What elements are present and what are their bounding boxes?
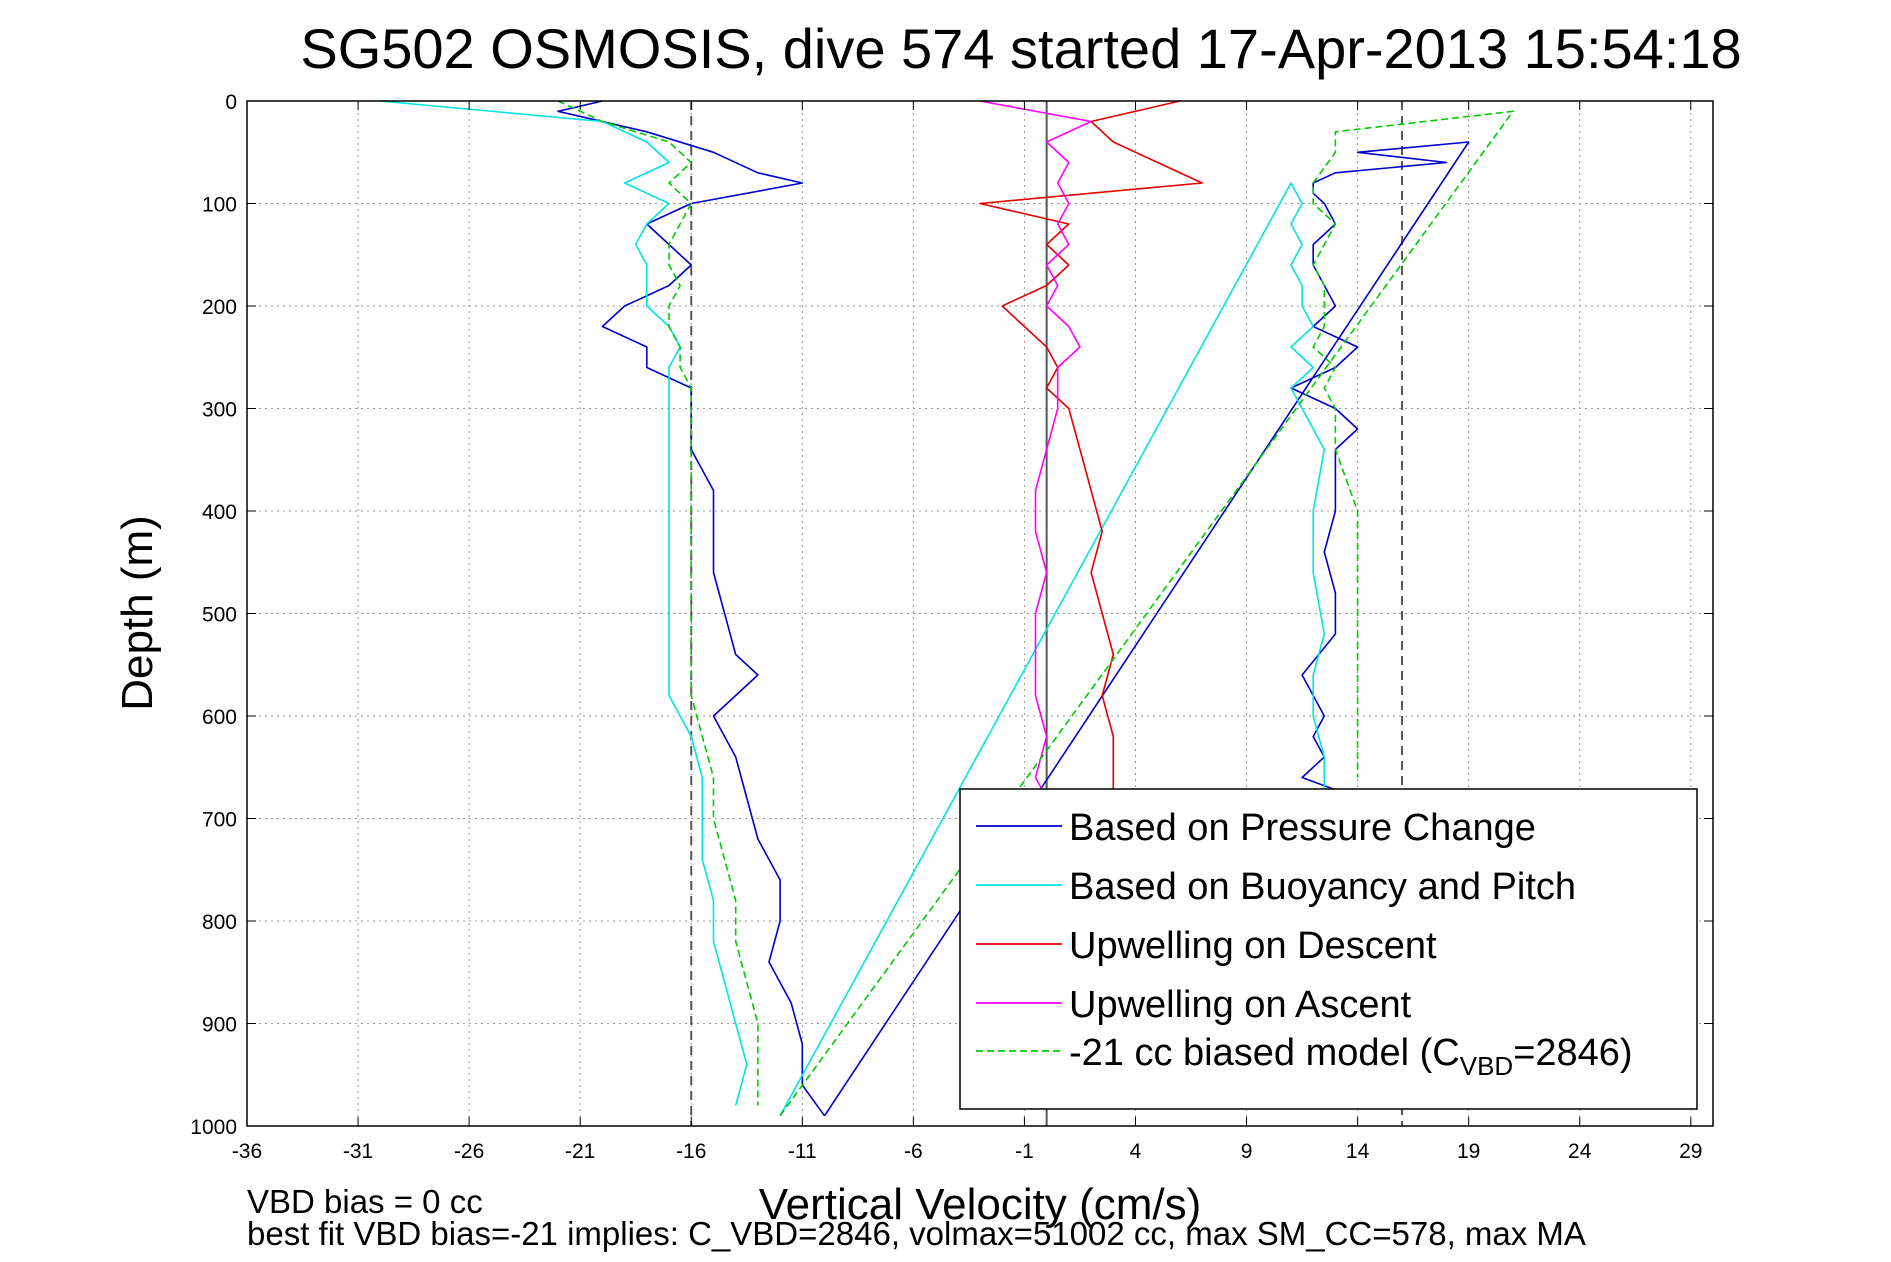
x-tick-label: 9 — [1241, 1140, 1253, 1163]
x-tick-label: -36 — [232, 1140, 262, 1163]
series-lines — [380, 100, 1514, 1117]
series-line-21-cc-biased-model-c-vbd-2846-upcast — [779, 110, 1514, 1117]
x-tick-label: -6 — [904, 1140, 923, 1163]
legend-items: Based on Pressure Change Based on Buoyanc… — [976, 807, 1633, 1081]
x-tick-label: -16 — [676, 1140, 706, 1163]
y-axis-ticks: 0 100 200 300 400 500 600 700 800 900 1000 — [190, 91, 1713, 1139]
y-tick-label: 600 — [202, 706, 237, 729]
series-line-based-on-pressure-change — [557, 100, 826, 1117]
series-line-upwelling-on-descent — [979, 100, 1203, 798]
y-tick-label: 0 — [225, 91, 237, 114]
legend-box — [959, 788, 1698, 1110]
x-axis-label: Vertical Velocity (cm/s) — [759, 1180, 1202, 1229]
x-tick-label: 4 — [1130, 1140, 1142, 1163]
x-tick-label: -26 — [454, 1140, 484, 1163]
y-tick-label: 200 — [202, 296, 237, 319]
y-tick-label: 100 — [202, 194, 237, 217]
x-tick-label: -11 — [788, 1140, 817, 1163]
legend-label-based-on-buoyancy-and-pitch: Based on Buoyancy and Pitch — [1069, 866, 1576, 908]
legend-label-upwelling-on-descent: Upwelling on Descent — [1069, 925, 1437, 967]
y-tick-label: 900 — [202, 1014, 237, 1037]
y-tick-label: 800 — [202, 911, 237, 934]
x-axis-ticks: -36 -31 -26 -21 -16 -11 -6 -1 4 9 14 19 24 29 — [232, 101, 1702, 1163]
x-tick-label: -21 — [565, 1140, 595, 1163]
legend-label-upwelling-on-ascent: Upwelling on Ascent — [1069, 984, 1412, 1026]
x-tick-label: -1 — [1015, 1140, 1034, 1163]
series-line-based-on-buoyancy-and-pitch-upcast — [779, 182, 1326, 1117]
x-tick-label: 19 — [1457, 1140, 1480, 1163]
footnote-vbd-bias: VBD bias = 0 cc — [247, 1183, 483, 1220]
y-tick-label: 400 — [202, 501, 237, 524]
y-tick-label: 300 — [202, 399, 237, 422]
series-line-upwelling-on-ascent — [979, 100, 1092, 799]
chart-title: SG502 OSMOSIS, dive 574 started 17-Apr-2… — [300, 17, 1741, 80]
x-tick-label: -31 — [343, 1140, 373, 1163]
series-line-21-cc-biased-model-c-vbd-2846 — [557, 100, 759, 1106]
footnote-best-fit: best fit VBD bias=-21 implies: C_VBD=284… — [247, 1215, 1586, 1252]
legend-label-21-cc-biased-model-c-vbd-2846: -21 cc biased model (CVBD=2846) — [1069, 1032, 1633, 1081]
legend-label-based-on-pressure-change: Based on Pressure Change — [1069, 807, 1536, 849]
y-tick-label: 700 — [202, 809, 237, 832]
x-tick-label: 24 — [1568, 1140, 1592, 1163]
y-tick-label: 1000 — [190, 1116, 237, 1139]
x-tick-label: 14 — [1346, 1140, 1370, 1163]
y-axis-label: Depth (m) — [113, 515, 162, 711]
y-tick-label: 500 — [202, 604, 237, 627]
series-line-based-on-pressure-change-upcast — [823, 141, 1470, 1117]
series-line-based-on-buoyancy-and-pitch — [380, 100, 748, 1106]
legend: Based on Pressure Change Based on Buoyanc… — [959, 788, 1698, 1110]
x-tick-label: 29 — [1679, 1140, 1702, 1163]
